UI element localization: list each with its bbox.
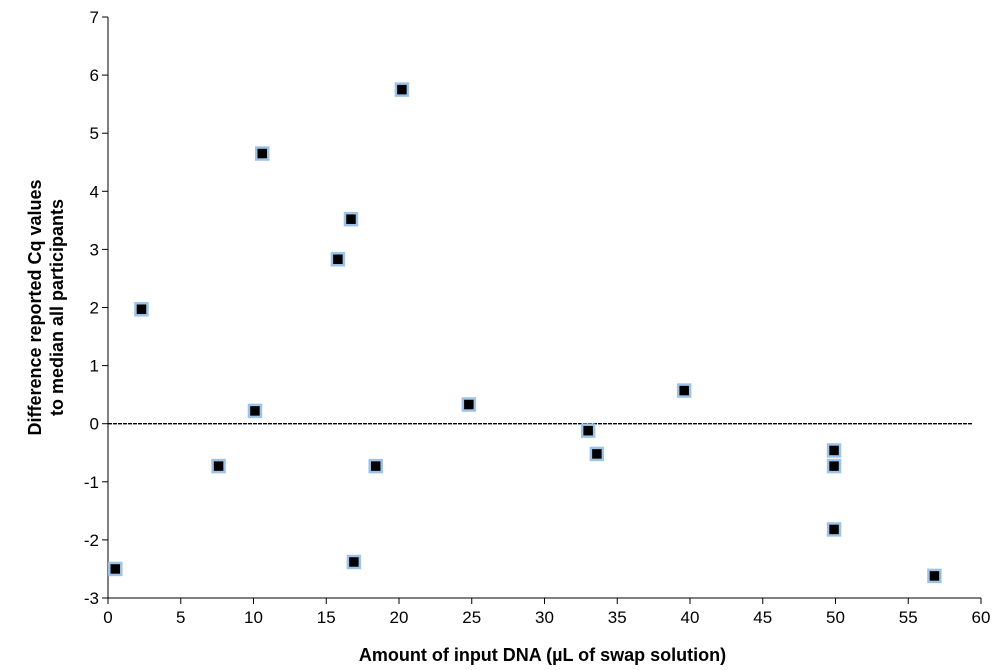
y-axis-title-line-2: to median all participants bbox=[47, 199, 67, 416]
y-axis-title: Difference reported Cq values to median … bbox=[25, 179, 67, 435]
y-axis-title-line-1: Difference reported Cq values bbox=[25, 179, 45, 435]
x-tick-label: 45 bbox=[753, 608, 772, 627]
data-point bbox=[826, 458, 842, 474]
x-tick-label: 30 bbox=[535, 608, 554, 627]
data-point bbox=[330, 252, 346, 267]
x-axis-ticks: 0 5 10 15 20 25 30 35 40 45 50 55 60 bbox=[103, 598, 990, 627]
y-tick-label: 7 bbox=[90, 8, 99, 27]
data-point bbox=[108, 561, 123, 577]
y-axis-ticks: -3 -2 -1 0 1 2 3 4 5 6 7 bbox=[84, 8, 108, 608]
data-point bbox=[254, 146, 270, 161]
y-tick-label: 4 bbox=[90, 182, 99, 201]
data-point bbox=[211, 458, 226, 474]
x-tick-label: 15 bbox=[317, 608, 336, 627]
y-tick-label: 1 bbox=[90, 357, 99, 376]
y-tick-label: 5 bbox=[90, 124, 99, 143]
x-tick-label: 35 bbox=[608, 608, 627, 627]
y-tick-label: 3 bbox=[90, 240, 99, 259]
y-tick-label: -2 bbox=[84, 531, 99, 550]
data-point bbox=[343, 211, 359, 227]
data-points bbox=[108, 82, 942, 584]
x-tick-label: 25 bbox=[462, 608, 481, 627]
data-point bbox=[368, 458, 383, 474]
x-tick-label: 0 bbox=[103, 608, 112, 627]
data-point bbox=[927, 568, 942, 584]
y-tick-label: 0 bbox=[90, 415, 99, 434]
data-point bbox=[589, 446, 605, 462]
data-point bbox=[247, 403, 263, 419]
y-tick-label: 2 bbox=[90, 299, 99, 318]
x-tick-label: 10 bbox=[244, 608, 263, 627]
x-tick-label: 50 bbox=[826, 608, 845, 627]
y-tick-label: -3 bbox=[84, 589, 99, 608]
data-point bbox=[826, 443, 842, 458]
data-point bbox=[346, 554, 362, 570]
data-point bbox=[394, 82, 410, 97]
data-point bbox=[826, 522, 842, 537]
x-tick-label: 55 bbox=[899, 608, 918, 627]
x-tick-label: 20 bbox=[390, 608, 409, 627]
data-point bbox=[580, 423, 596, 438]
x-axis-title: Amount of input DNA (µL of swap solution… bbox=[359, 645, 726, 665]
x-tick-label: 40 bbox=[681, 608, 700, 627]
x-tick-label: 60 bbox=[972, 608, 991, 627]
data-point bbox=[461, 397, 477, 412]
y-tick-label: 6 bbox=[90, 66, 99, 85]
y-tick-label: -1 bbox=[84, 473, 99, 492]
data-point bbox=[676, 383, 692, 398]
data-point bbox=[134, 301, 149, 317]
x-tick-label: 5 bbox=[176, 608, 185, 627]
